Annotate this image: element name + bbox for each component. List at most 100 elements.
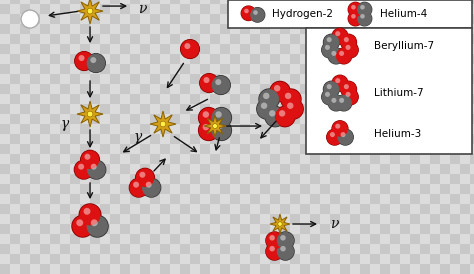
Bar xyxy=(230,164,240,174)
Bar xyxy=(50,114,60,124)
Bar xyxy=(150,84,160,94)
Circle shape xyxy=(328,95,344,111)
Bar xyxy=(390,254,400,264)
Bar xyxy=(210,14,220,24)
Bar xyxy=(300,0,310,4)
Bar xyxy=(220,214,230,224)
Bar xyxy=(460,54,470,64)
Bar xyxy=(430,0,440,4)
Circle shape xyxy=(335,124,340,129)
Bar xyxy=(250,264,260,274)
Bar xyxy=(330,204,340,214)
Bar xyxy=(340,0,350,4)
Bar xyxy=(300,24,310,34)
Bar xyxy=(110,74,120,84)
Bar xyxy=(230,144,240,154)
Circle shape xyxy=(344,37,349,42)
Bar xyxy=(340,64,350,74)
Bar xyxy=(470,124,474,134)
Bar xyxy=(200,104,210,114)
Bar xyxy=(300,264,310,274)
Bar xyxy=(330,34,340,44)
Bar xyxy=(200,234,210,244)
Circle shape xyxy=(200,74,219,92)
Bar xyxy=(120,134,130,144)
Bar xyxy=(440,34,450,44)
Bar xyxy=(20,234,30,244)
Bar xyxy=(290,14,300,24)
Bar xyxy=(230,64,240,74)
Bar xyxy=(40,14,50,24)
Bar xyxy=(170,214,180,224)
Bar xyxy=(260,84,270,94)
Circle shape xyxy=(340,132,346,137)
Bar xyxy=(0,134,10,144)
Bar xyxy=(110,84,120,94)
Bar xyxy=(410,194,420,204)
Bar xyxy=(160,254,170,264)
Bar xyxy=(210,54,220,64)
Bar xyxy=(50,214,60,224)
Bar xyxy=(320,244,330,254)
Bar xyxy=(80,154,90,164)
Bar xyxy=(120,184,130,194)
Bar xyxy=(340,164,350,174)
Bar xyxy=(60,254,70,264)
Bar xyxy=(420,164,430,174)
Bar xyxy=(260,204,270,214)
Bar xyxy=(30,94,40,104)
Bar xyxy=(460,74,470,84)
Bar xyxy=(210,214,220,224)
Bar xyxy=(150,64,160,74)
Bar xyxy=(190,264,200,274)
Bar xyxy=(310,4,320,14)
Circle shape xyxy=(200,121,218,140)
Bar xyxy=(10,234,20,244)
Bar xyxy=(170,184,180,194)
Bar xyxy=(50,184,60,194)
Bar xyxy=(150,124,160,134)
Bar xyxy=(200,114,210,124)
Bar xyxy=(230,134,240,144)
Bar xyxy=(460,134,470,144)
Bar xyxy=(270,74,280,84)
Bar xyxy=(160,44,170,54)
Bar xyxy=(250,14,260,24)
Bar xyxy=(230,184,240,194)
Bar xyxy=(50,64,60,74)
Bar xyxy=(80,124,90,134)
Bar xyxy=(290,54,300,64)
Bar xyxy=(30,4,40,14)
Bar xyxy=(140,234,150,244)
Bar xyxy=(100,4,110,14)
Bar xyxy=(40,154,50,164)
Bar xyxy=(440,64,450,74)
Bar xyxy=(270,34,280,44)
Bar xyxy=(290,84,300,94)
Bar xyxy=(460,14,470,24)
Bar xyxy=(110,34,120,44)
Bar xyxy=(280,84,290,94)
Bar xyxy=(420,14,430,24)
Bar xyxy=(240,144,250,154)
Bar xyxy=(190,4,200,14)
Bar xyxy=(50,0,60,4)
Bar xyxy=(420,174,430,184)
Bar xyxy=(440,54,450,64)
Bar xyxy=(350,184,360,194)
Bar xyxy=(90,84,100,94)
Bar xyxy=(200,224,210,234)
Circle shape xyxy=(74,160,93,179)
Bar xyxy=(30,234,40,244)
Bar xyxy=(10,74,20,84)
Bar xyxy=(320,174,330,184)
Bar xyxy=(400,24,410,34)
Bar xyxy=(120,254,130,264)
Bar xyxy=(220,94,230,104)
Bar xyxy=(420,94,430,104)
Bar xyxy=(50,144,60,154)
Bar xyxy=(20,114,30,124)
Bar xyxy=(340,54,350,64)
Bar xyxy=(360,144,370,154)
Bar xyxy=(0,204,10,214)
